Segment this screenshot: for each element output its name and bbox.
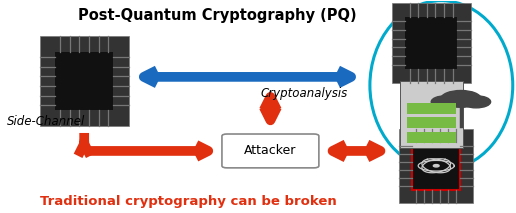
FancyBboxPatch shape bbox=[222, 134, 319, 168]
Text: Cryptoanalysis: Cryptoanalysis bbox=[260, 87, 347, 100]
FancyBboxPatch shape bbox=[399, 129, 473, 203]
FancyBboxPatch shape bbox=[40, 36, 129, 126]
FancyBboxPatch shape bbox=[407, 103, 456, 114]
FancyBboxPatch shape bbox=[55, 52, 113, 110]
FancyBboxPatch shape bbox=[412, 142, 460, 190]
FancyBboxPatch shape bbox=[392, 3, 471, 83]
Text: Traditional cryptography can be broken: Traditional cryptography can be broken bbox=[40, 195, 337, 208]
Text: Attacker: Attacker bbox=[244, 144, 297, 157]
FancyBboxPatch shape bbox=[407, 118, 456, 128]
Circle shape bbox=[461, 96, 491, 108]
Text: Post-Quantum Cryptography (PQ): Post-Quantum Cryptography (PQ) bbox=[77, 8, 356, 23]
Circle shape bbox=[433, 165, 439, 167]
Text: Side-Channel: Side-Channel bbox=[7, 115, 85, 128]
Circle shape bbox=[441, 91, 481, 107]
FancyBboxPatch shape bbox=[406, 17, 457, 69]
Circle shape bbox=[431, 96, 460, 108]
Ellipse shape bbox=[370, 1, 513, 170]
FancyBboxPatch shape bbox=[400, 81, 463, 148]
FancyBboxPatch shape bbox=[407, 132, 456, 143]
